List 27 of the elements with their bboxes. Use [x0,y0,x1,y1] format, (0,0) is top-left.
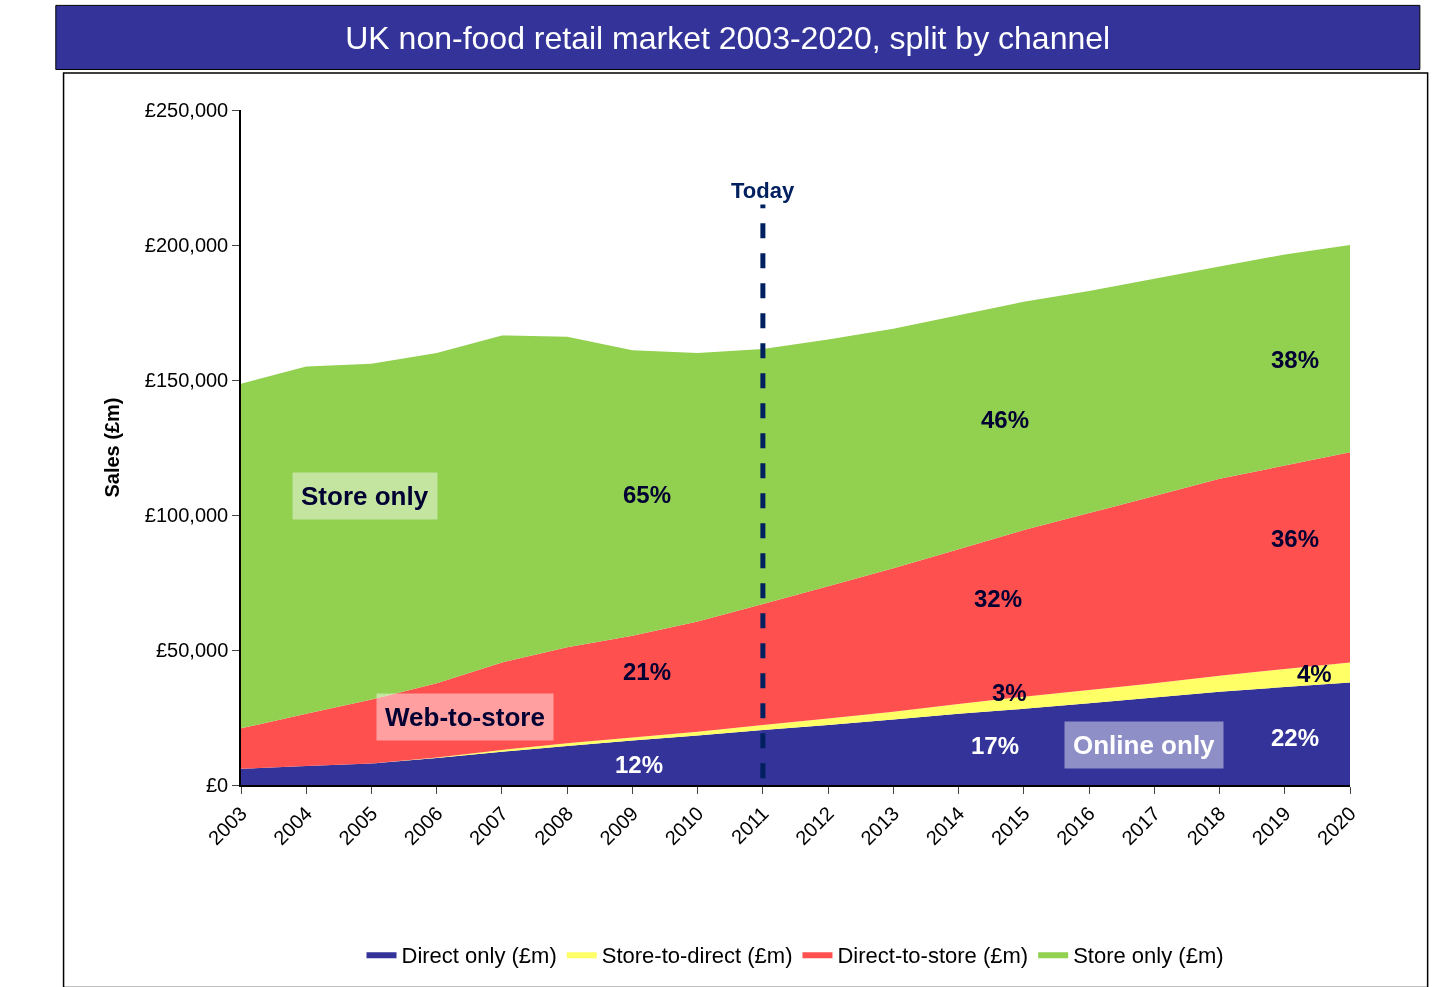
annotation: Web-to-store [385,702,545,732]
annotation: 21% [623,658,672,685]
chart-title: UK non-food retail market 2003-2020, split by channel [345,19,1111,56]
annotation: 38% [1271,346,1320,373]
y-axis-title: Sales (£m) [100,397,123,498]
annotation: 65% [623,481,672,508]
legend-label: Direct only (£m) [401,942,557,968]
y-tick-label: £150,000 [144,369,229,391]
annotation: 46% [981,406,1030,433]
legend-label: Store-to-direct (£m) [601,942,793,968]
annotation: Store only [301,481,429,511]
annotation: 32% [974,585,1023,612]
annotation: 12% [615,751,664,778]
annotation: 3% [992,679,1027,706]
annotation: 36% [1271,525,1320,552]
annotation: 22% [1271,724,1320,751]
annotation: 4% [1297,660,1332,687]
legend-label: Direct-to-store (£m) [837,942,1029,968]
y-tick-label: £100,000 [144,504,229,526]
annotation: Online only [1073,730,1216,760]
ref-line-label: Today [731,178,795,203]
y-tick-label: £0 [206,774,229,796]
legend-label: Store only (£m) [1073,942,1224,968]
annotation: 17% [971,732,1020,759]
y-tick-label: £200,000 [144,234,229,256]
y-tick-label: £50,000 [155,639,229,661]
y-tick-label: £250,000 [144,99,229,121]
